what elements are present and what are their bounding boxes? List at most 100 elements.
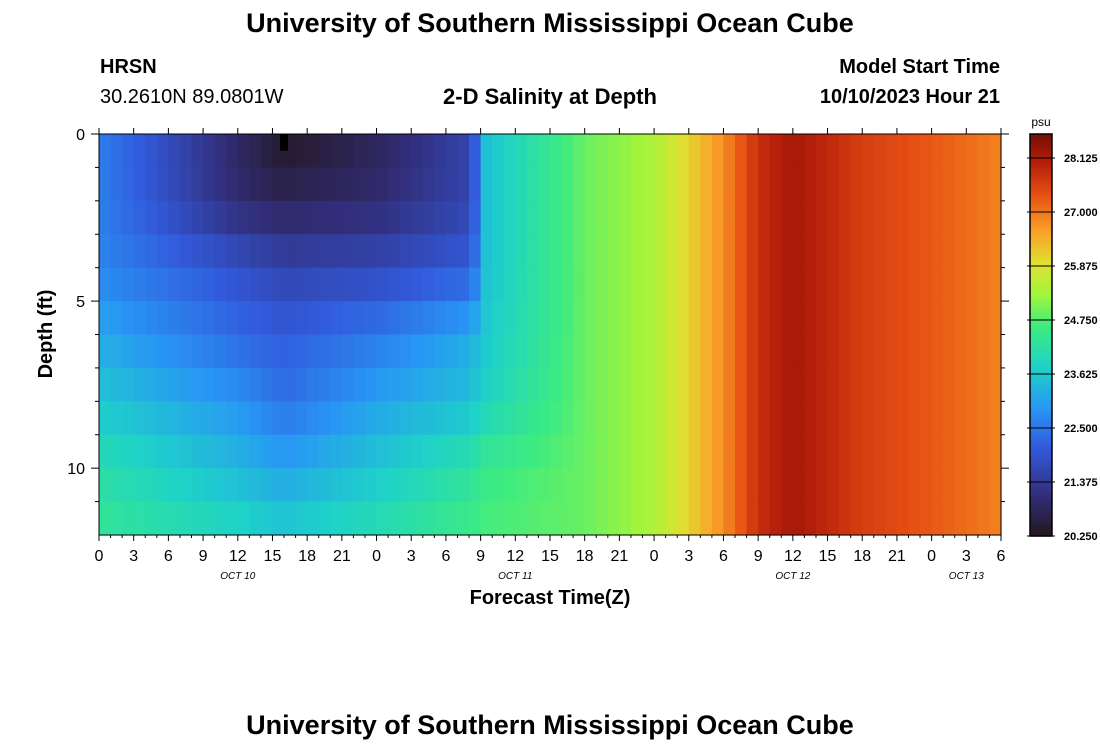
heatmap-cell — [943, 434, 956, 469]
heatmap-cell — [746, 434, 759, 469]
heatmap-cell — [700, 267, 713, 302]
heatmap-cell — [584, 167, 597, 202]
heatmap-cell — [931, 334, 944, 369]
heatmap-cell — [654, 334, 667, 369]
heatmap-cell — [434, 334, 447, 369]
heatmap-cell — [168, 334, 181, 369]
heatmap-cell — [607, 468, 620, 503]
heatmap-cell — [839, 401, 852, 436]
heatmap-cell — [156, 501, 169, 536]
heatmap-cell — [307, 367, 320, 402]
y-tick-label: 0 — [76, 127, 85, 144]
heatmap-cell — [584, 501, 597, 536]
heatmap-cell — [260, 334, 274, 369]
heatmap-cell — [457, 301, 470, 336]
heatmap-cell — [769, 401, 782, 436]
heatmap-cell — [931, 501, 944, 536]
heatmap-cell — [284, 401, 297, 436]
x-axis-label: Forecast Time(Z) — [470, 587, 631, 609]
heatmap-cell — [318, 200, 331, 235]
station-name: HRSN — [100, 56, 157, 78]
heatmap-cell — [457, 468, 470, 503]
heatmap-cell — [399, 301, 412, 336]
heatmap-cell — [480, 468, 493, 503]
heatmap-cell — [873, 134, 886, 169]
heatmap-cell — [619, 267, 632, 302]
heatmap-cell — [538, 501, 551, 536]
heatmap-cell — [469, 501, 482, 536]
heatmap-cell — [168, 167, 181, 202]
heatmap-cell — [746, 200, 759, 235]
colorbar-segment — [1030, 180, 1052, 185]
heatmap-cell — [492, 134, 505, 169]
heatmap-cell — [607, 267, 620, 302]
heatmap-cell — [746, 134, 759, 169]
heatmap-cell — [145, 434, 158, 469]
heatmap-cell — [295, 468, 308, 503]
colorbar-tick-label: 25.875 — [1064, 261, 1098, 273]
heatmap-cell — [769, 501, 782, 536]
heatmap-cell — [399, 267, 412, 302]
heatmap-cell — [862, 367, 875, 402]
heatmap-cell — [526, 301, 540, 336]
heatmap-cell — [110, 434, 123, 469]
heatmap-cell — [249, 234, 262, 269]
heatmap-cell — [515, 167, 528, 202]
colorbar-segment — [1030, 445, 1052, 450]
heatmap-cell — [237, 167, 250, 202]
heatmap-cell — [954, 501, 967, 536]
heatmap-cell — [561, 434, 574, 469]
heatmap-cell — [573, 234, 586, 269]
heatmap-cell — [515, 401, 528, 436]
heatmap-cell — [272, 167, 285, 202]
heatmap-cell — [596, 367, 609, 402]
heatmap-cell — [607, 401, 620, 436]
heatmap-cell — [769, 167, 782, 202]
heatmap-cell — [203, 434, 216, 469]
heatmap-cell — [110, 234, 123, 269]
heatmap-cell — [839, 367, 852, 402]
heatmap-cell — [411, 234, 424, 269]
heatmap-cell — [931, 234, 944, 269]
heatmap-cell — [769, 301, 782, 336]
heatmap-cell — [862, 167, 875, 202]
heatmap-cell — [839, 468, 852, 503]
heatmap-cell — [295, 134, 308, 169]
heatmap-cell — [977, 301, 991, 336]
heatmap-cell — [723, 301, 736, 336]
heatmap-cell — [862, 134, 875, 169]
heatmap-cell — [307, 167, 320, 202]
heatmap-cell — [977, 434, 991, 469]
heatmap-cell — [341, 367, 355, 402]
heatmap-cell — [515, 468, 528, 503]
heatmap-cell — [492, 501, 505, 536]
heatmap-cell — [746, 167, 759, 202]
x-tick-label: 6 — [164, 548, 173, 565]
heatmap-cell — [492, 267, 505, 302]
plot-title: 2-D Salinity at Depth — [443, 84, 657, 109]
heatmap-cell — [920, 468, 933, 503]
heatmap-cell — [584, 434, 597, 469]
heatmap-cell — [203, 301, 216, 336]
heatmap-cell — [145, 334, 158, 369]
heatmap-cell — [758, 134, 771, 169]
heatmap-cell — [515, 434, 528, 469]
colorbar-segment — [1030, 448, 1052, 453]
heatmap-cell — [260, 301, 274, 336]
x-day-label: OCT 13 — [949, 571, 984, 582]
heatmap-cell — [179, 134, 193, 169]
heatmap-cell — [573, 434, 586, 469]
heatmap-cell — [746, 334, 759, 369]
heatmap-cell — [145, 301, 158, 336]
heatmap-cell — [353, 501, 366, 536]
heatmap-cell — [665, 134, 678, 169]
heatmap-cell — [630, 401, 644, 436]
heatmap-cell — [989, 334, 1002, 369]
heatmap-cell — [850, 334, 863, 369]
heatmap-cell — [723, 334, 736, 369]
colorbar-segment — [1030, 288, 1052, 293]
colorbar-segment — [1030, 365, 1052, 370]
heatmap-cell — [353, 134, 366, 169]
heatmap-cell — [862, 434, 875, 469]
heatmap-cell — [457, 167, 470, 202]
